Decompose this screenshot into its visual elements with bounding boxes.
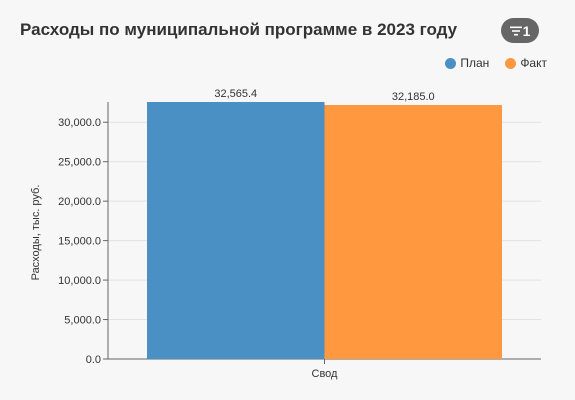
y-tick-label: 25,000.0 bbox=[58, 157, 101, 169]
x-tick-label: Свод bbox=[312, 368, 339, 380]
legend-item-fact[interactable]: Факт bbox=[505, 56, 547, 70]
bar-plan[interactable] bbox=[147, 102, 325, 359]
filter-count: 1 bbox=[522, 22, 531, 39]
y-axis-title: Расходы, тыс. руб. bbox=[30, 185, 42, 281]
y-tick-label: 20,000.0 bbox=[58, 196, 101, 208]
chart-legend: План Факт bbox=[445, 56, 547, 70]
filter-button[interactable]: 1 bbox=[501, 18, 539, 43]
filter-icon bbox=[509, 26, 522, 35]
legend-label-fact: Факт bbox=[520, 56, 547, 70]
y-tick-label: 30,000.0 bbox=[58, 117, 101, 129]
y-tick-label: 10,000.0 bbox=[58, 275, 101, 287]
y-tick-label: 5,000.0 bbox=[64, 315, 101, 327]
y-tick-label: 15,000.0 bbox=[58, 236, 101, 248]
legend-label-plan: План bbox=[460, 56, 490, 70]
bar-fact[interactable] bbox=[324, 105, 503, 359]
chart-title: Расходы по муниципальной программе в 202… bbox=[20, 20, 458, 39]
y-tick-label: 0.0 bbox=[86, 354, 101, 366]
legend-item-plan[interactable]: План bbox=[445, 56, 489, 70]
legend-swatch-fact bbox=[505, 57, 517, 69]
data-label-plan: 32,565.4 bbox=[214, 88, 257, 100]
legend-swatch-plan bbox=[445, 57, 457, 69]
data-label-fact: 32,185.0 bbox=[392, 91, 435, 103]
